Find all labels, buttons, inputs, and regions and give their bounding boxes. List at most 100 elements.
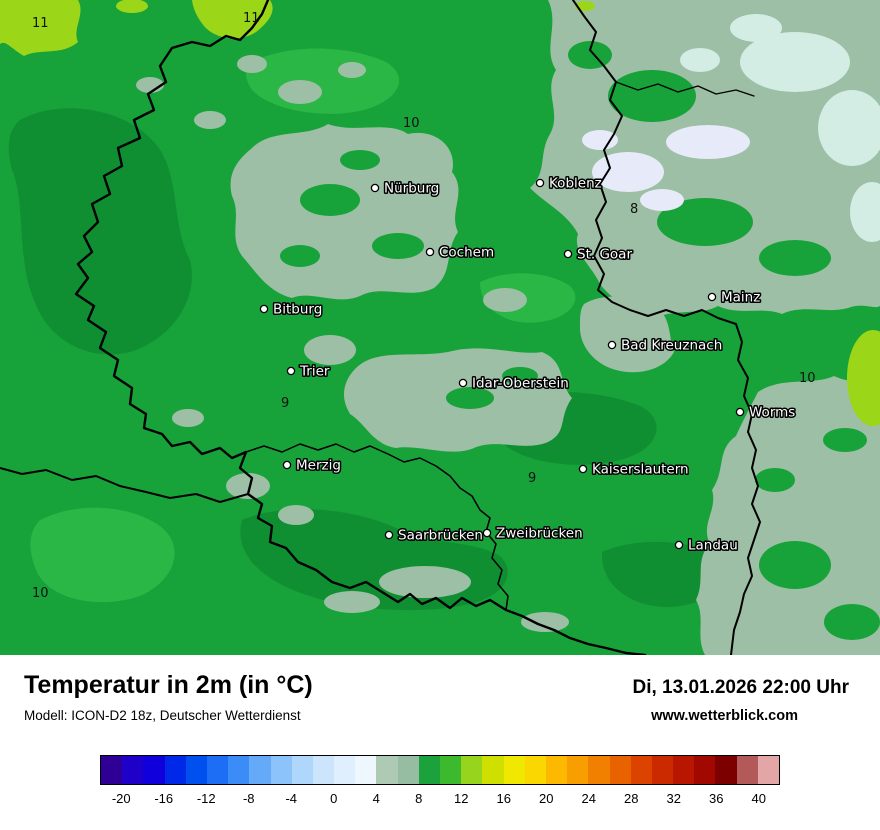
temp-region-sage xyxy=(521,612,569,632)
colorbar-tick: 0 xyxy=(330,791,338,806)
temp-region-base xyxy=(608,70,696,122)
city-marker-worms xyxy=(735,407,745,417)
temp-region-dark xyxy=(8,108,192,355)
weather-map: 11 11 10 8 9 10 9 10 Nürburg Koblenz Cochem St. Go… xyxy=(0,0,880,655)
temp-region-light xyxy=(30,507,175,603)
colorbar-tick: 32 xyxy=(666,791,681,806)
city-marker-cochem xyxy=(425,247,435,257)
colorbar-segment xyxy=(651,756,674,784)
temp-region-sage xyxy=(226,473,270,499)
temperature-value-labels: 11 11 10 8 9 10 9 10 xyxy=(32,11,816,601)
colorbar-tick-labels: -20 -16 -12 -8 -4 0 4 8 12 16 20 24 28 32 36 40 xyxy=(100,791,780,811)
colorbar-tick: 36 xyxy=(709,791,724,806)
colorbar-tick: 24 xyxy=(581,791,596,806)
temp-region-cyan xyxy=(730,14,782,42)
page-title: Temperatur in 2m (in °C) xyxy=(24,671,313,699)
temp-region-base xyxy=(755,468,795,492)
colorbar-tick: -8 xyxy=(242,791,255,806)
city-label-bitburg: Bitburg xyxy=(273,302,322,318)
city-markers: Nürburg Koblenz Cochem St. Goar Bitburg Mainz… xyxy=(259,174,797,555)
colorbar-segment xyxy=(101,756,123,784)
colorbar-tick: 16 xyxy=(496,791,511,806)
temp-region-base xyxy=(340,150,380,170)
temp-value-label: 11 xyxy=(32,16,49,31)
temp-region-sage xyxy=(338,62,366,78)
city-marker-zweibrücken xyxy=(482,528,492,538)
temp-region-lavender xyxy=(582,130,618,150)
temp-region-sage xyxy=(483,288,527,312)
city-label-landau: Landau xyxy=(688,538,738,554)
colorbar-tick: 40 xyxy=(751,791,766,806)
city-marker-bitburg xyxy=(259,304,269,314)
temp-region-base xyxy=(759,541,831,589)
temp-region-cyan xyxy=(850,182,880,242)
city-label-trier: Trier xyxy=(299,364,330,380)
city-marker-bad-kreuznach xyxy=(607,340,617,350)
colorbar-segment xyxy=(673,756,695,784)
city-marker-trier xyxy=(286,366,296,376)
city-marker-idar-oberstein xyxy=(458,378,468,388)
colorbar-tick: 12 xyxy=(454,791,469,806)
temp-region-base xyxy=(657,198,753,246)
temp-region-cyan xyxy=(740,32,850,92)
colorbar-segment xyxy=(206,756,229,784)
colorbar-segment xyxy=(312,756,335,784)
colorbar-segment xyxy=(228,756,250,784)
colorbar-segment xyxy=(524,756,546,784)
temp-region-base xyxy=(824,604,880,640)
colorbar-segment xyxy=(355,756,377,784)
website-url: www.wetterblick.com xyxy=(651,708,798,724)
temperature-colorbar xyxy=(100,755,780,785)
colorbar-segment xyxy=(715,756,737,784)
colorbar-segment xyxy=(270,756,292,784)
temp-region-sage xyxy=(194,111,226,129)
city-label-mainz: Mainz xyxy=(721,290,760,306)
temperature-map-canvas: 11 11 10 8 9 10 9 10 Nürburg Koblenz Cochem St. Go… xyxy=(0,0,880,655)
map-footer: Temperatur in 2m (in °C) Di, 13.01.2026 … xyxy=(0,655,880,830)
temp-region-lavender xyxy=(640,189,684,211)
colorbar-segment xyxy=(588,756,610,784)
city-label-koblenz: Koblenz xyxy=(549,176,602,192)
colorbar-segment xyxy=(630,756,652,784)
border-line-southwest xyxy=(0,467,249,503)
colorbar-tick: 8 xyxy=(415,791,423,806)
temp-region-base xyxy=(502,367,538,385)
city-marker-landau xyxy=(674,540,684,550)
colorbar-segment xyxy=(461,756,483,784)
city-marker-st-goar xyxy=(563,249,573,259)
temp-region-sage xyxy=(324,591,380,613)
temp-region-sage xyxy=(304,335,356,365)
temp-region-base xyxy=(446,387,494,409)
temp-region-yellowgreen xyxy=(0,0,81,56)
colorbar-tick: 28 xyxy=(624,791,639,806)
colorbar-segment xyxy=(122,756,144,784)
colorbar-segment xyxy=(143,756,165,784)
city-label-nürburg: Nürburg xyxy=(384,181,439,197)
temp-value-label: 8 xyxy=(630,202,638,217)
city-marker-nürburg xyxy=(370,183,380,193)
temp-region-yellowgreen xyxy=(847,330,880,426)
temp-value-label: 10 xyxy=(403,116,420,131)
colorbar-segment xyxy=(249,756,271,784)
state-borders xyxy=(0,0,761,655)
temp-region-sage xyxy=(278,505,314,525)
city-label-kaiserslautern: Kaiserslautern xyxy=(592,462,689,478)
temp-region-base xyxy=(823,428,867,452)
temp-value-label: 10 xyxy=(799,371,816,386)
colorbar-segment xyxy=(440,756,462,784)
colorbar-tick: -12 xyxy=(196,791,216,806)
colorbar-segment xyxy=(397,756,419,784)
temp-region-dark xyxy=(601,541,728,607)
city-marker-saarbrücken xyxy=(384,530,394,540)
colorbar-segment xyxy=(334,756,356,784)
colorbar-tick: -16 xyxy=(154,791,174,806)
city-label-bad-kreuznach: Bad Kreuznach xyxy=(621,338,722,354)
city-label-saarbrücken: Saarbrücken xyxy=(398,528,483,544)
border-line-west xyxy=(74,0,647,655)
temp-region-cyan xyxy=(680,48,720,72)
temp-region-base xyxy=(280,245,320,267)
temp-region-cyan xyxy=(818,90,880,166)
temp-value-label: 11 xyxy=(243,11,260,26)
colorbar-segment xyxy=(503,756,525,784)
city-marker-kaiserslautern xyxy=(578,464,588,474)
